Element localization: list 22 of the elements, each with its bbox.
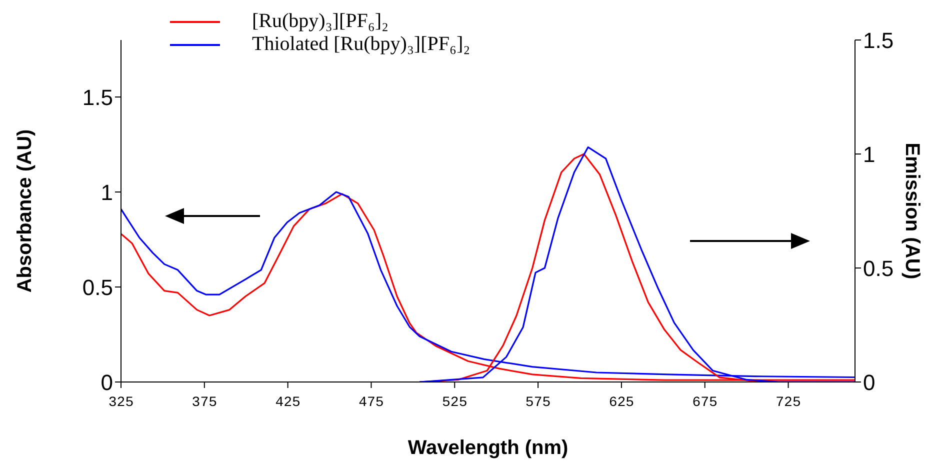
legend-label: Thiolated [Ru(bpy)₃][PF₆]₂ bbox=[252, 33, 470, 56]
y2-tick-label: 0 bbox=[863, 370, 876, 395]
x-tick-label: 675 bbox=[692, 394, 718, 411]
y-tick-label: 1 bbox=[100, 180, 113, 205]
x-tick-label: 725 bbox=[776, 394, 801, 411]
x-tick-label: 575 bbox=[525, 394, 551, 411]
x-tick-label: 525 bbox=[442, 394, 468, 411]
y2-axis-title: Emission (AU) bbox=[900, 142, 923, 280]
x-tick-label: 425 bbox=[275, 394, 300, 411]
y2-tick-label: 1 bbox=[863, 142, 876, 167]
x-tick-label: 325 bbox=[108, 394, 134, 411]
y-tick-label: 1.5 bbox=[82, 84, 113, 110]
x-axis-title: Wavelength (nm) bbox=[408, 437, 568, 459]
y-axis-title: Absorbance (AU) bbox=[14, 129, 36, 293]
y2-tick-label: 1.5 bbox=[863, 28, 894, 53]
legend-label: [Ru(bpy)₃][PF₆]₂ bbox=[252, 10, 388, 33]
y2-tick-label: 0.5 bbox=[863, 256, 894, 281]
x-tick-label: 375 bbox=[192, 394, 218, 411]
x-tick-label: 475 bbox=[358, 394, 384, 411]
y-tick-label: 0.5 bbox=[82, 274, 113, 300]
y-tick-label: 0 bbox=[100, 370, 113, 395]
x-tick-label: 625 bbox=[608, 394, 634, 411]
